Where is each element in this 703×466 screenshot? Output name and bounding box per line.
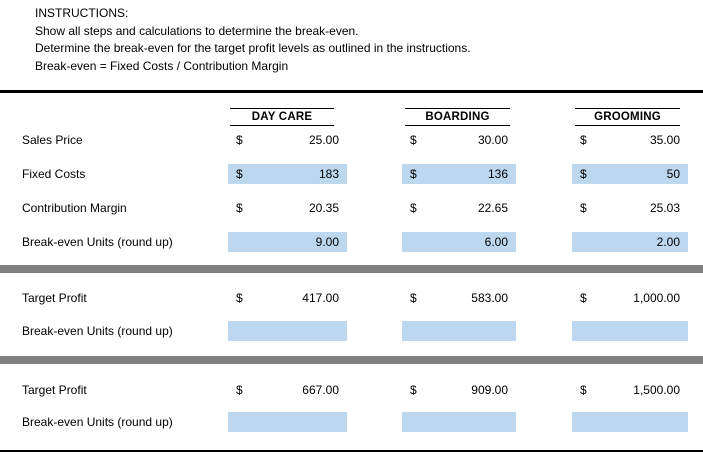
- top-divider-line: [0, 90, 703, 93]
- cell-value: 30.00: [477, 133, 508, 147]
- currency-symbol: $: [410, 291, 417, 305]
- currency-symbol: $: [236, 201, 243, 215]
- cell-daycare-target-profit-1: $ 417.00: [228, 289, 347, 307]
- column-header-grooming: GROOMING: [575, 108, 680, 126]
- cell-value: 417.00: [302, 291, 339, 305]
- table-row-breakeven-units-target-1: Break-even Units (round up): [0, 321, 703, 341]
- input-cell-daycare-breakeven-target-2[interactable]: [228, 412, 347, 432]
- input-cell-grooming-breakeven-target-1[interactable]: [572, 321, 688, 341]
- row-label: Contribution Margin: [22, 201, 127, 215]
- row-label: Break-even Units (round up): [22, 415, 173, 429]
- table-row-sales-price: Sales Price $ 25.00 $ 30.00 $ 35.00: [0, 131, 703, 149]
- cell-value: 2.00: [656, 235, 680, 249]
- bottom-divider-line: [0, 450, 703, 452]
- input-cell-grooming-breakeven-target-2[interactable]: [572, 412, 688, 432]
- cell-value: 1,500.00: [633, 383, 680, 397]
- input-cell-daycare-fixed-costs[interactable]: $ 183: [228, 164, 347, 184]
- currency-symbol: $: [236, 291, 243, 305]
- cell-value: 667.00: [302, 383, 339, 397]
- section-divider-bar: [0, 356, 703, 364]
- input-cell-daycare-breakeven-units[interactable]: 9.00: [228, 232, 347, 252]
- cell-value: 909.00: [471, 383, 508, 397]
- currency-symbol: $: [410, 201, 417, 215]
- input-cell-boarding-breakeven-target-1[interactable]: [402, 321, 516, 341]
- cell-value: 136: [487, 167, 508, 181]
- cell-boarding-target-profit-1: $ 583.00: [402, 289, 516, 307]
- currency-symbol: $: [236, 133, 243, 147]
- instructions-block: INSTRUCTIONS: Show all steps and calcula…: [35, 5, 471, 75]
- table-row-target-profit-1: Target Profit $ 417.00 $ 583.00 $ 1,000.…: [0, 289, 703, 307]
- cell-boarding-target-profit-2: $ 909.00: [402, 381, 516, 399]
- cell-daycare-contribution-margin: $ 20.35: [228, 199, 347, 217]
- table-row-breakeven-units-target-2: Break-even Units (round up): [0, 412, 703, 432]
- table-row-target-profit-2: Target Profit $ 667.00 $ 909.00 $ 1,500.…: [0, 381, 703, 399]
- currency-symbol: $: [410, 167, 417, 181]
- cell-daycare-target-profit-2: $ 667.00: [228, 381, 347, 399]
- table-row-contribution-margin: Contribution Margin $ 20.35 $ 22.65 $ 25…: [0, 199, 703, 217]
- input-cell-boarding-breakeven-units[interactable]: 6.00: [402, 232, 516, 252]
- cell-boarding-contribution-margin: $ 22.65: [402, 199, 516, 217]
- cell-value: 50: [666, 167, 680, 181]
- instructions-title: INSTRUCTIONS:: [35, 6, 129, 20]
- cell-grooming-sales-price: $ 35.00: [572, 131, 688, 149]
- cell-value: 20.35: [308, 201, 339, 215]
- currency-symbol: $: [236, 167, 243, 181]
- row-label: Sales Price: [22, 133, 83, 147]
- input-cell-boarding-breakeven-target-2[interactable]: [402, 412, 516, 432]
- currency-symbol: $: [410, 383, 417, 397]
- row-label: Target Profit: [22, 383, 87, 397]
- column-header-daycare: DAY CARE: [230, 108, 334, 126]
- cell-value: 583.00: [471, 291, 508, 305]
- instructions-line: Determine the break-even for the target …: [35, 41, 471, 55]
- instructions-line: Break-even = Fixed Costs / Contribution …: [35, 58, 289, 73]
- cell-grooming-target-profit-1: $ 1,000.00: [572, 289, 688, 307]
- cell-value: 25.00: [308, 133, 339, 147]
- cell-daycare-sales-price: $ 25.00: [228, 131, 347, 149]
- currency-symbol: $: [580, 291, 587, 305]
- row-label: Fixed Costs: [22, 167, 86, 181]
- cell-boarding-sales-price: $ 30.00: [402, 131, 516, 149]
- currency-symbol: $: [410, 133, 417, 147]
- table-row-breakeven-units: Break-even Units (round up) 9.00 6.00 2.…: [0, 232, 703, 252]
- cell-grooming-target-profit-2: $ 1,500.00: [572, 381, 688, 399]
- row-label: Break-even Units (round up): [22, 235, 173, 249]
- cell-value: 35.00: [649, 133, 680, 147]
- cell-value: 6.00: [484, 235, 508, 249]
- cell-value: 1,000.00: [633, 291, 680, 305]
- currency-symbol: $: [580, 383, 587, 397]
- currency-symbol: $: [580, 133, 587, 147]
- cell-value: 183: [318, 167, 339, 181]
- currency-symbol: $: [580, 201, 587, 215]
- input-cell-daycare-breakeven-target-1[interactable]: [228, 321, 347, 341]
- currency-symbol: $: [236, 383, 243, 397]
- section-divider-bar: [0, 265, 703, 273]
- input-cell-grooming-breakeven-units[interactable]: 2.00: [572, 232, 688, 252]
- currency-symbol: $: [580, 167, 587, 181]
- cell-value: 22.65: [477, 201, 508, 215]
- input-cell-grooming-fixed-costs[interactable]: $ 50: [572, 164, 688, 184]
- instructions-line: Show all steps and calculations to deter…: [35, 23, 359, 38]
- input-cell-boarding-fixed-costs[interactable]: $ 136: [402, 164, 516, 184]
- table-row-fixed-costs: Fixed Costs $ 183 $ 136 $ 50: [0, 164, 703, 184]
- row-label: Target Profit: [22, 291, 87, 305]
- column-header-boarding: BOARDING: [405, 108, 510, 126]
- cell-value: 9.00: [315, 235, 339, 249]
- row-label: Break-even Units (round up): [22, 324, 173, 338]
- cell-value: 25.03: [649, 201, 680, 215]
- cell-grooming-contribution-margin: $ 25.03: [572, 199, 688, 217]
